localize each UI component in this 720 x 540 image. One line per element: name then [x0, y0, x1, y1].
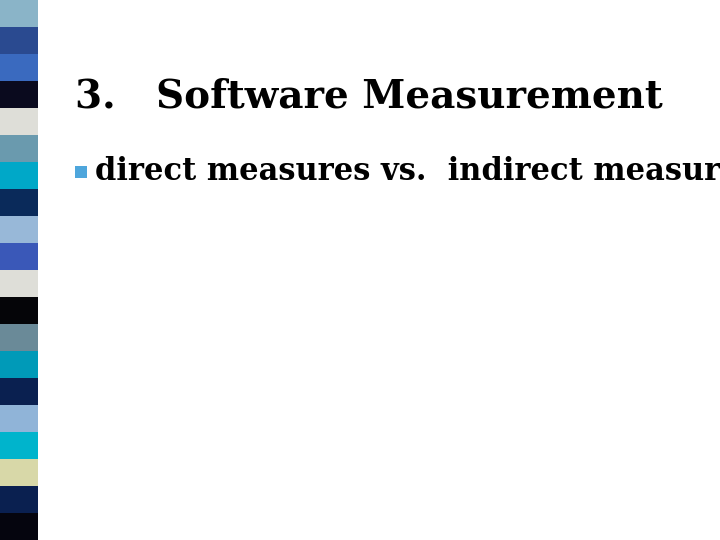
- Text: 3.   Software Measurement: 3. Software Measurement: [75, 78, 662, 116]
- Text: direct measures vs.  indirect measures: direct measures vs. indirect measures: [95, 157, 720, 187]
